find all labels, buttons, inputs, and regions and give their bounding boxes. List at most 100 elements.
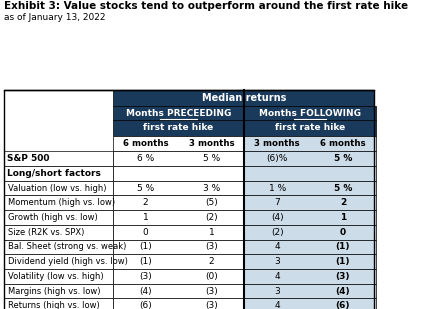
Text: 6 %: 6 % [137, 154, 154, 163]
Text: (3): (3) [205, 301, 218, 309]
Bar [244, 225, 376, 239]
Text: 1 %: 1 % [268, 184, 286, 193]
Bar [113, 210, 244, 225]
Text: Volatility (low vs. high): Volatility (low vs. high) [8, 272, 103, 281]
Text: (0): (0) [205, 272, 218, 281]
Text: first rate hike: first rate hike [144, 123, 214, 132]
Bar [244, 106, 376, 120]
Text: Exhibit 3: Value stocks tend to outperform around the first rate hike: Exhibit 3: Value stocks tend to outperfo… [4, 1, 408, 11]
Text: 5 %: 5 % [137, 184, 154, 193]
Text: (5): (5) [205, 198, 218, 207]
Text: as of January 13, 2022: as of January 13, 2022 [4, 13, 106, 22]
Text: Months PRECEEDING: Months PRECEEDING [126, 108, 231, 117]
Text: (3): (3) [205, 243, 218, 252]
Text: (3): (3) [205, 287, 218, 296]
Bar [244, 120, 376, 136]
Text: 3 months: 3 months [254, 139, 300, 148]
Text: 2: 2 [209, 257, 214, 266]
Bar [113, 225, 244, 239]
Text: (4): (4) [335, 287, 350, 296]
Text: 3 %: 3 % [203, 184, 220, 193]
Text: Months FOLLOWING: Months FOLLOWING [259, 108, 361, 117]
Bar [244, 284, 376, 298]
Text: 4: 4 [274, 272, 280, 281]
Text: 1: 1 [143, 213, 148, 222]
Bar [4, 166, 113, 181]
Text: 2: 2 [143, 198, 148, 207]
Text: 0: 0 [340, 228, 346, 237]
Text: 5 %: 5 % [334, 184, 352, 193]
Bar [113, 90, 374, 106]
Text: Dividend yield (high vs. low): Dividend yield (high vs. low) [8, 257, 128, 266]
Text: Momentum (high vs. low): Momentum (high vs. low) [8, 198, 115, 207]
Text: Returns (high vs. low): Returns (high vs. low) [8, 301, 99, 309]
Bar [244, 210, 376, 225]
Text: (3): (3) [336, 272, 350, 281]
Text: (2): (2) [205, 213, 218, 222]
Bar [113, 298, 244, 309]
Text: 6 months: 6 months [123, 139, 168, 148]
Text: 1: 1 [209, 228, 214, 237]
Bar [113, 254, 244, 269]
Text: (6)%: (6)% [266, 154, 288, 163]
Text: (1): (1) [336, 243, 350, 252]
Text: Margins (high vs. low): Margins (high vs. low) [8, 287, 100, 296]
Bar [4, 195, 113, 210]
Bar [4, 269, 113, 284]
Text: 4: 4 [274, 243, 280, 252]
Text: Growth (high vs. low): Growth (high vs. low) [8, 213, 97, 222]
Text: Valuation (low vs. high): Valuation (low vs. high) [8, 184, 106, 193]
Text: 7: 7 [274, 198, 280, 207]
Bar [113, 120, 244, 136]
Bar [113, 181, 244, 195]
Bar [4, 225, 113, 239]
Bar [4, 90, 374, 309]
Bar [244, 166, 376, 181]
Text: first rate hike: first rate hike [275, 123, 345, 132]
Bar [113, 195, 244, 210]
Bar [4, 210, 113, 225]
Text: (1): (1) [336, 257, 350, 266]
Bar [244, 298, 376, 309]
Text: (3): (3) [139, 272, 152, 281]
Bar [113, 166, 244, 181]
Bar [244, 239, 376, 254]
Text: (4): (4) [139, 287, 152, 296]
Bar [113, 136, 244, 151]
Text: 3: 3 [274, 287, 280, 296]
Bar [244, 136, 376, 151]
Bar [4, 298, 113, 309]
Bar [4, 151, 113, 166]
Text: 5 %: 5 % [334, 154, 352, 163]
Text: (1): (1) [139, 257, 152, 266]
Text: 2: 2 [340, 198, 346, 207]
Text: (6): (6) [336, 301, 350, 309]
Text: 3 months: 3 months [189, 139, 234, 148]
Bar [244, 195, 376, 210]
Text: Long/short factors: Long/short factors [7, 169, 101, 178]
Bar [113, 151, 244, 166]
Bar [244, 269, 376, 284]
Text: 6 months: 6 months [320, 139, 365, 148]
Text: (4): (4) [271, 213, 284, 222]
Text: 3: 3 [274, 257, 280, 266]
Bar [113, 239, 244, 254]
Text: (2): (2) [271, 228, 284, 237]
Bar [4, 181, 113, 195]
Text: Size (R2K vs. SPX): Size (R2K vs. SPX) [8, 228, 84, 237]
Bar [4, 239, 113, 254]
Text: Median returns: Median returns [202, 93, 287, 103]
Bar [113, 106, 244, 120]
Bar [113, 269, 244, 284]
Bar [113, 284, 244, 298]
Text: Bal. Sheet (strong vs. weak): Bal. Sheet (strong vs. weak) [8, 243, 126, 252]
Text: 0: 0 [143, 228, 148, 237]
Text: S&P 500: S&P 500 [7, 154, 49, 163]
Bar [244, 181, 376, 195]
Text: 4: 4 [274, 301, 280, 309]
Text: 1: 1 [340, 213, 346, 222]
Bar [4, 254, 113, 269]
Bar [244, 151, 376, 166]
Bar [4, 284, 113, 298]
Text: (1): (1) [139, 243, 152, 252]
